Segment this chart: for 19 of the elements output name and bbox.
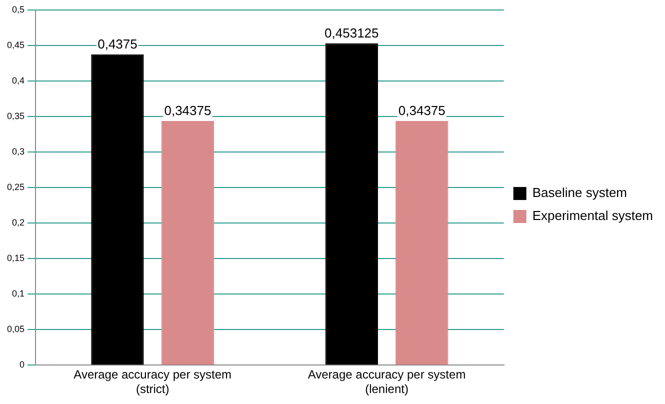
data-label: 0,34375: [398, 103, 446, 118]
y-tick-label: 0,35: [6, 111, 25, 122]
y-tick-label: 0,2: [12, 218, 25, 228]
data-label: 0,4375: [98, 36, 138, 52]
y-tick-label: 0: [20, 360, 25, 370]
y-tick-label: 0,15: [6, 253, 25, 264]
y-tick-label: 0,4: [12, 76, 25, 86]
legend-label: Baseline system: [532, 185, 628, 200]
y-tick-label: 0,5: [12, 4, 25, 14]
y-tick-label: 0,1: [12, 288, 25, 299]
y-tick-label: 0,25: [6, 182, 25, 192]
legend-label: Experimental system: [532, 208, 654, 224]
y-tick-label: 0,3: [12, 146, 25, 157]
x-tick-label: Average accuracy per system (lenient): [308, 368, 466, 396]
x-tick-label: Average accuracy per system (strict): [74, 368, 232, 396]
y-tick-label: 0,45: [6, 40, 25, 50]
data-label: 0,453125: [324, 25, 379, 40]
data-label: 0,34375: [164, 103, 212, 118]
y-tick-label: 0,05: [6, 324, 25, 334]
